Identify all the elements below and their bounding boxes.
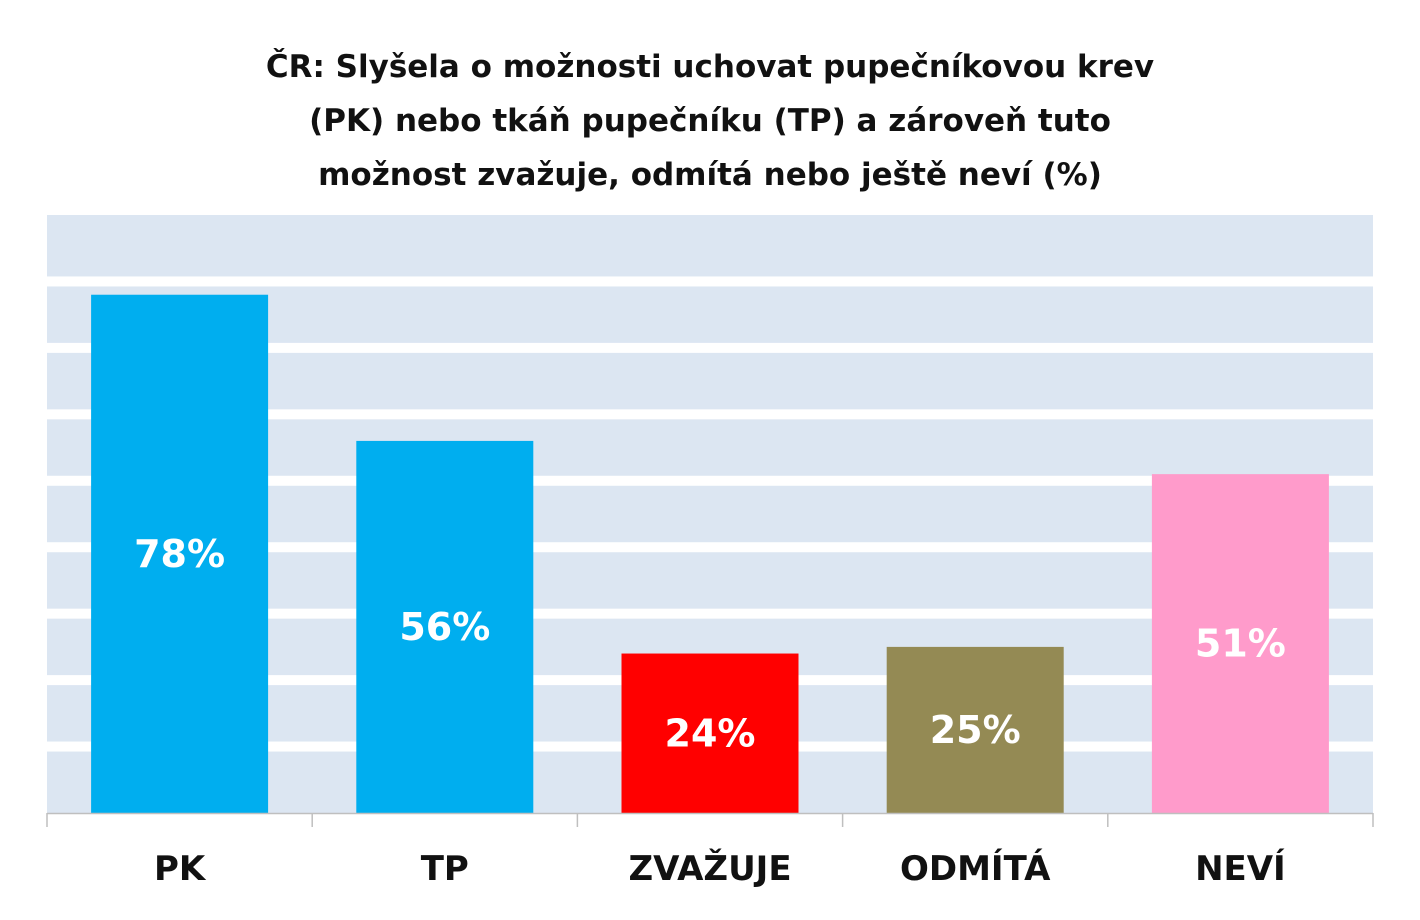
gridline [47,342,1373,353]
bars-group [91,294,1329,813]
data-label-0: 78% [134,532,225,576]
bar-0 [91,294,269,813]
data-label-4: 51% [1195,622,1286,666]
tick-label-4: NEVÍ [1195,848,1286,889]
gridline [47,409,1373,420]
tick-label-2: ZVAŽUJE [628,848,791,889]
tick-label-1: TP [421,849,469,889]
bar-2 [621,653,799,813]
bar-1 [356,440,534,813]
bar-3 [886,646,1064,813]
data-label-3: 25% [930,708,1021,752]
tick-label-0: PK [154,849,207,889]
chart-title-line-3: možnost zvažuje, odmítá nebo ještě neví … [318,157,1102,193]
gridline [47,276,1373,287]
bar-4 [1151,474,1329,813]
gridline [47,475,1373,486]
x-axis [46,812,1374,827]
tick-label-3: ODMÍTÁ [900,848,1051,889]
chart-title-line-2: (PK) nebo tkáň pupečníku (TP) a zároveň … [309,103,1111,139]
data-label-2: 24% [665,711,756,755]
labels-group: 78% PK 56% TP 24% ZVAŽUJE 25% ODMÍTÁ 51% NEVÍ [134,532,1286,889]
gridline [47,608,1373,619]
chart-title-line-1: ČR: Slyšela o možnosti uchovat pupečníko… [265,49,1155,85]
gridline [47,542,1373,553]
chart-title: ČR: Slyšela o možnosti uchovat pupečníko… [0,40,1420,202]
data-label-1: 56% [399,605,490,649]
